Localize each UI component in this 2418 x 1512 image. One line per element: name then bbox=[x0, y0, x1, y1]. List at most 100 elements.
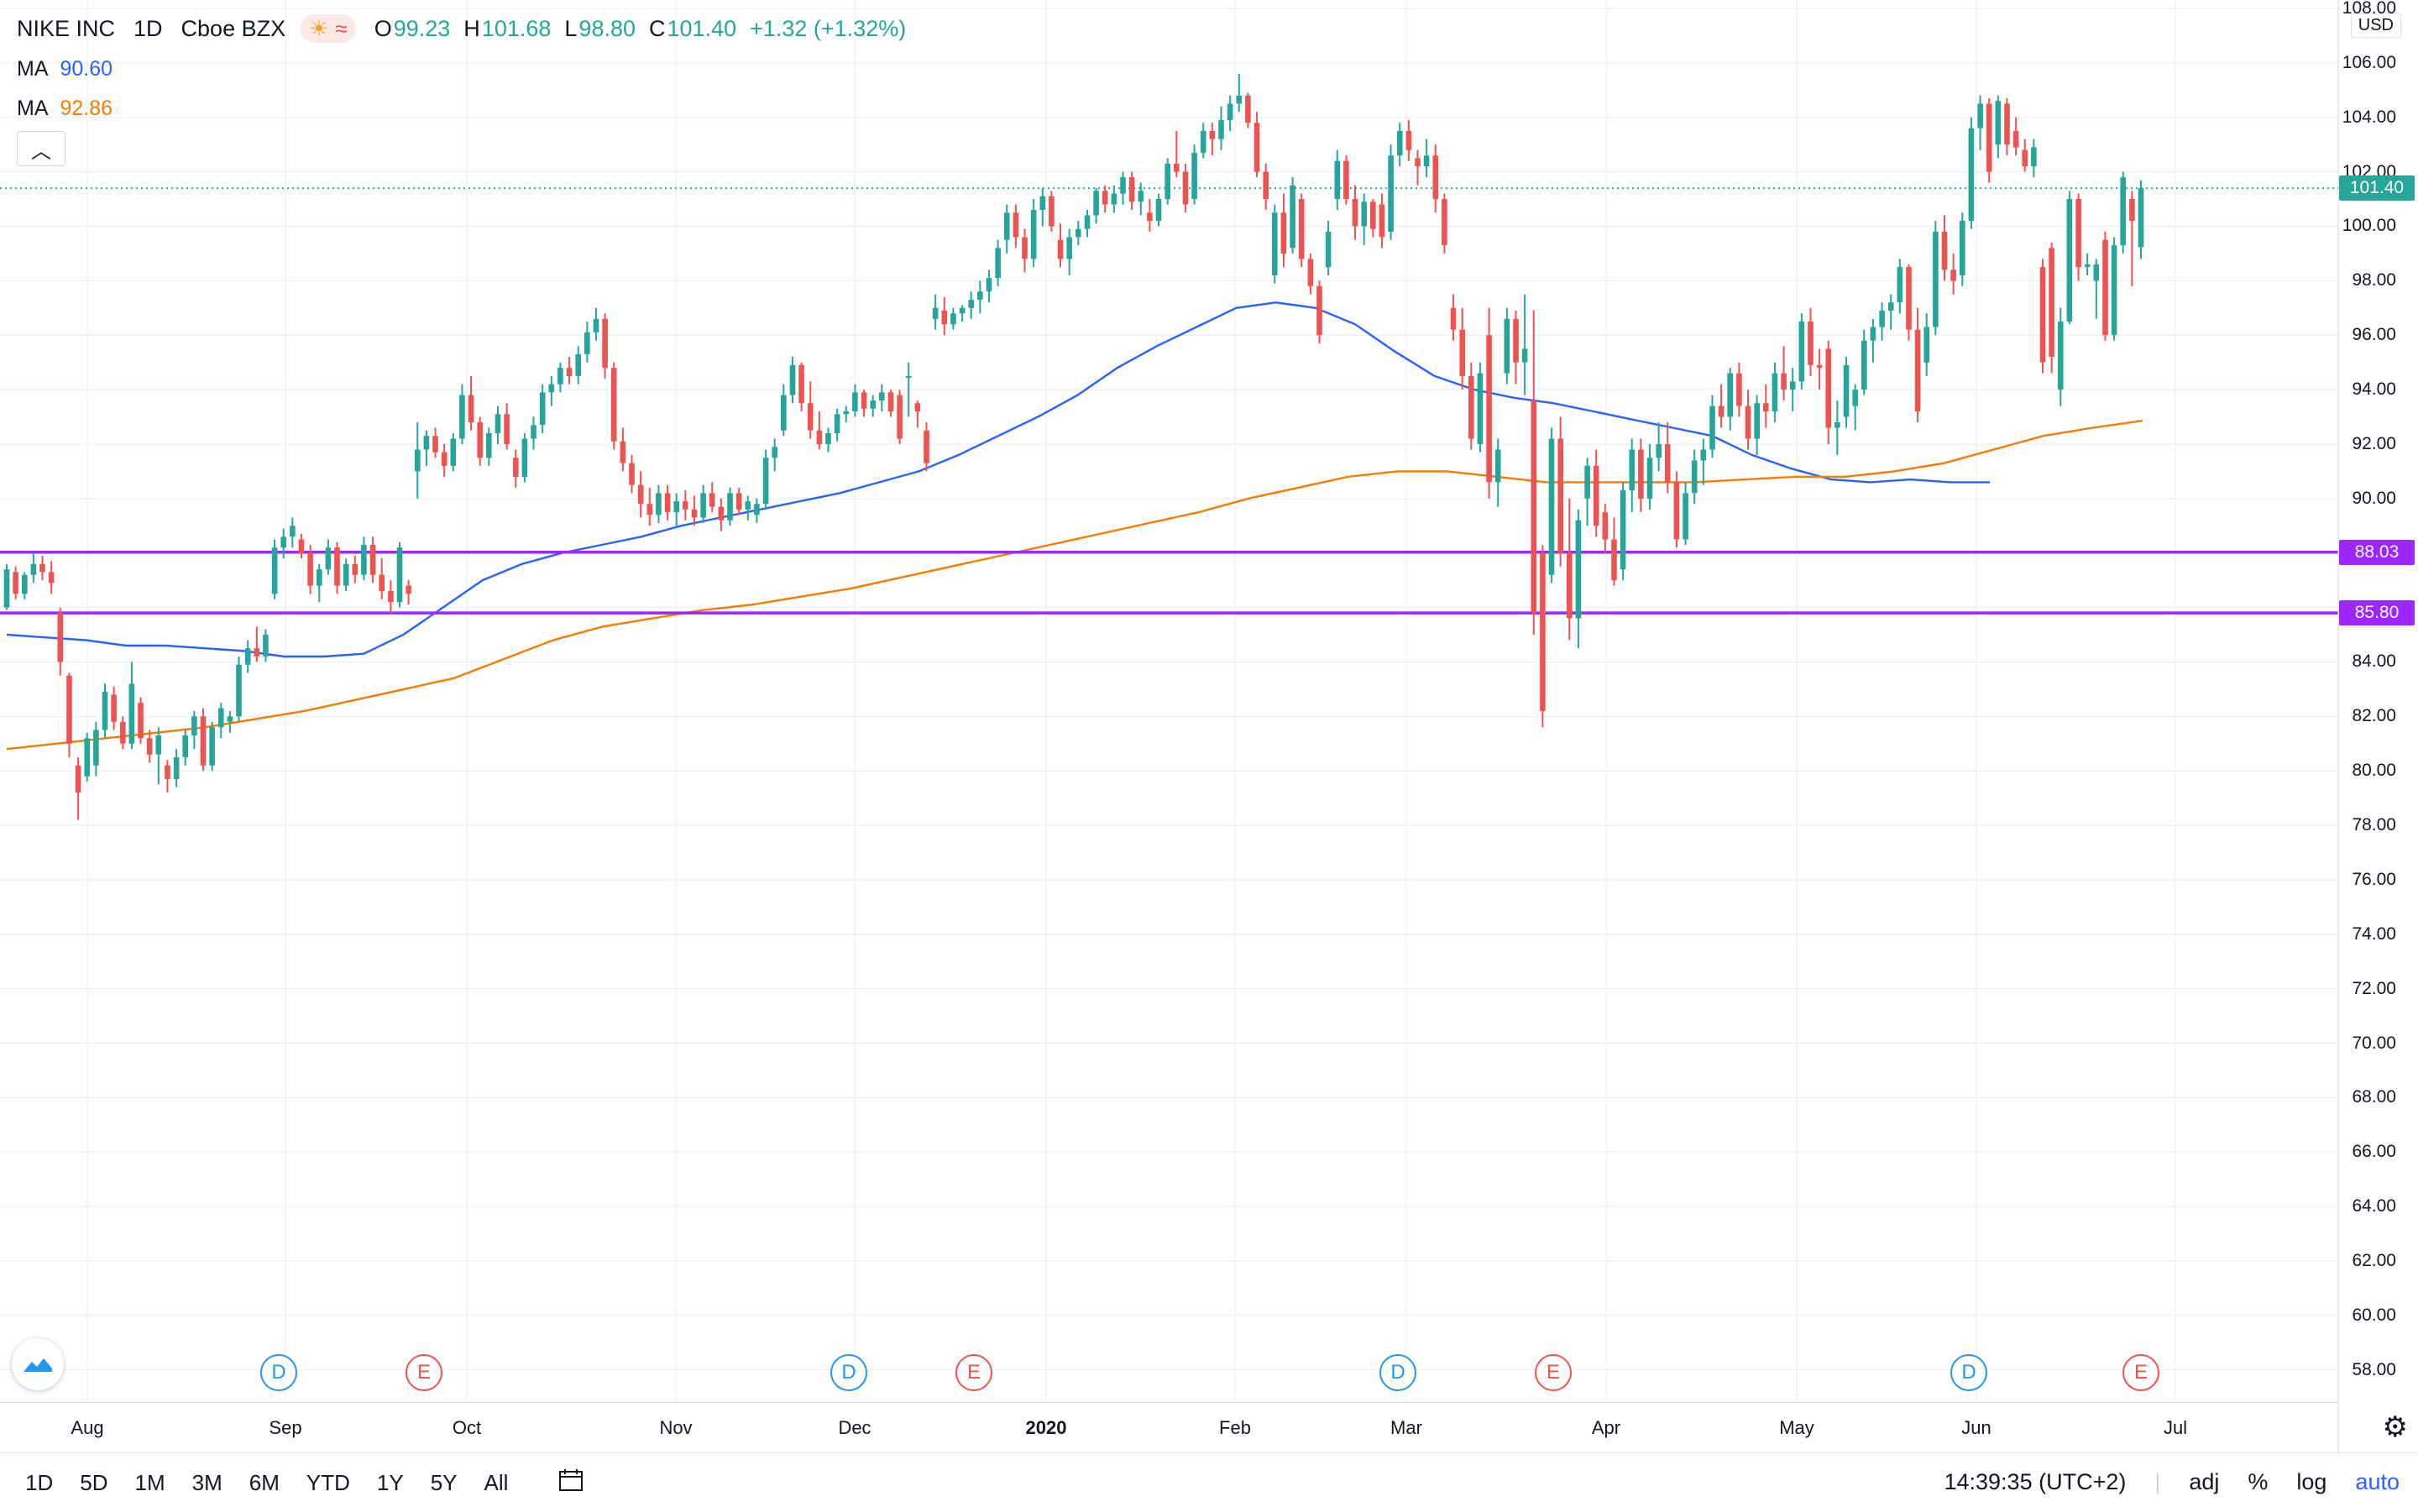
timezone-clock[interactable]: 14:39:35 (UTC+2) bbox=[1944, 1468, 2127, 1494]
time-axis[interactable] bbox=[0, 1402, 2338, 1453]
candle-body bbox=[1638, 449, 1644, 499]
candle bbox=[39, 555, 45, 581]
candle bbox=[2058, 307, 2064, 406]
go-to-date-icon[interactable] bbox=[558, 1468, 587, 1499]
range-6m-button[interactable]: 6M bbox=[249, 1469, 280, 1495]
interval-label[interactable]: 1D bbox=[133, 15, 163, 41]
candle bbox=[22, 572, 28, 599]
candle-body bbox=[1066, 237, 1072, 259]
time-axis-label: Jul bbox=[2163, 1417, 2188, 1438]
candle-body bbox=[584, 332, 590, 354]
dividend-marker[interactable]: D bbox=[830, 1354, 867, 1391]
range-ytd-button[interactable]: YTD bbox=[306, 1469, 350, 1495]
candle-body bbox=[2022, 149, 2028, 167]
earnings-marker[interactable]: E bbox=[2122, 1354, 2159, 1391]
price-scale-label: 82.00 bbox=[2352, 706, 2396, 726]
candle bbox=[968, 291, 974, 319]
candle-body bbox=[1781, 373, 1787, 390]
candle bbox=[1013, 204, 1019, 249]
candle-body bbox=[1486, 335, 1492, 483]
candle bbox=[2111, 237, 2117, 341]
earnings-marker[interactable]: E bbox=[955, 1354, 992, 1391]
candle bbox=[48, 561, 55, 594]
range-5d-button[interactable]: 5D bbox=[80, 1469, 108, 1495]
chart-grid bbox=[0, 0, 2338, 1402]
candle-body bbox=[700, 493, 706, 518]
auto-scale-toggle[interactable]: auto bbox=[2355, 1468, 2400, 1494]
candle-body bbox=[290, 526, 296, 537]
candle bbox=[521, 432, 528, 483]
candle bbox=[388, 580, 394, 614]
symbol-name[interactable]: NIKE INC bbox=[17, 15, 116, 41]
level-tag-lower: 85.80 bbox=[2339, 600, 2415, 626]
candle-body bbox=[1986, 103, 1992, 172]
price-chart[interactable] bbox=[0, 0, 2418, 1452]
candle bbox=[2049, 242, 2054, 374]
candle bbox=[637, 471, 644, 518]
candle bbox=[709, 482, 715, 513]
range-1y-button[interactable]: 1Y bbox=[376, 1469, 404, 1495]
candle bbox=[1128, 171, 1135, 211]
candle bbox=[271, 539, 278, 599]
dividend-marker[interactable]: D bbox=[1379, 1354, 1416, 1391]
tradingview-logo-button[interactable] bbox=[12, 1338, 64, 1390]
candle-body bbox=[941, 311, 948, 325]
indicator-label: MA bbox=[17, 96, 49, 120]
candle bbox=[1825, 340, 1831, 444]
log-scale-toggle[interactable]: log bbox=[2296, 1468, 2327, 1494]
candle-body bbox=[155, 735, 162, 755]
high-value: 101.68 bbox=[481, 15, 552, 41]
candle-body bbox=[2058, 322, 2064, 390]
candle bbox=[1897, 259, 1903, 314]
dividend-marker[interactable]: D bbox=[260, 1354, 297, 1391]
percent-scale-toggle[interactable]: % bbox=[2248, 1468, 2269, 1494]
indicator-ma-short[interactable]: MA 90.60 bbox=[17, 54, 113, 84]
range-1m-button[interactable]: 1M bbox=[134, 1469, 165, 1495]
candle-body bbox=[789, 364, 796, 395]
time-axis-label: Mar bbox=[1390, 1417, 1422, 1438]
candle bbox=[1200, 123, 1206, 159]
candle-body bbox=[2031, 147, 2037, 167]
candle-body bbox=[772, 447, 777, 458]
range-5y-button[interactable]: 5Y bbox=[430, 1469, 458, 1495]
candle bbox=[575, 346, 581, 385]
dividend-marker[interactable]: D bbox=[1950, 1354, 1987, 1391]
candle bbox=[700, 484, 706, 524]
candle-body bbox=[1718, 405, 1725, 417]
price-scale-label: 68.00 bbox=[2352, 1087, 2396, 1107]
candle bbox=[1343, 155, 1349, 205]
symbol-legend[interactable]: NIKE INC 1D Cboe BZX ☀ ≈ O 99.23 H 101.6… bbox=[17, 12, 919, 45]
market-status-badge[interactable]: ☀ ≈ bbox=[301, 14, 356, 43]
candle-body bbox=[914, 403, 921, 411]
settings-gear-icon[interactable]: ⚙ bbox=[2382, 1411, 2408, 1443]
range-3m-button[interactable]: 3M bbox=[191, 1469, 222, 1495]
bottom-toolbar: 1D 5D 1M 3M 6M YTD 1Y 5Y All bbox=[0, 1452, 2418, 1512]
adj-toggle[interactable]: adj bbox=[2189, 1468, 2220, 1494]
collapse-legend-button[interactable]: ︿ bbox=[17, 131, 65, 166]
candle-body bbox=[432, 436, 438, 453]
candle bbox=[406, 580, 411, 605]
candle bbox=[1772, 362, 1778, 423]
candle-body bbox=[745, 501, 751, 510]
time-axis-label: Sep bbox=[269, 1417, 302, 1438]
price-scale-label: 100.00 bbox=[2342, 216, 2396, 236]
candle bbox=[236, 656, 242, 722]
candle bbox=[762, 449, 769, 510]
candle-body bbox=[1709, 405, 1715, 450]
candle bbox=[977, 280, 983, 314]
candle-body bbox=[30, 563, 37, 575]
candle-body bbox=[1852, 390, 1858, 406]
candle-body bbox=[637, 484, 644, 505]
candle bbox=[495, 405, 501, 444]
range-1d-button[interactable]: 1D bbox=[25, 1469, 54, 1495]
range-all-button[interactable]: All bbox=[484, 1469, 509, 1495]
candle-body bbox=[1861, 340, 1867, 390]
indicator-ma-long[interactable]: MA 92.86 bbox=[17, 93, 113, 123]
candle-body bbox=[852, 392, 858, 411]
earnings-marker[interactable]: E bbox=[406, 1354, 442, 1391]
time-axis-label: Feb bbox=[1219, 1417, 1251, 1438]
earnings-marker[interactable]: E bbox=[1535, 1354, 1572, 1391]
time-axis-label: Jun bbox=[1961, 1417, 1991, 1438]
candle bbox=[1906, 264, 1912, 341]
close-value: 101.40 bbox=[667, 15, 737, 41]
